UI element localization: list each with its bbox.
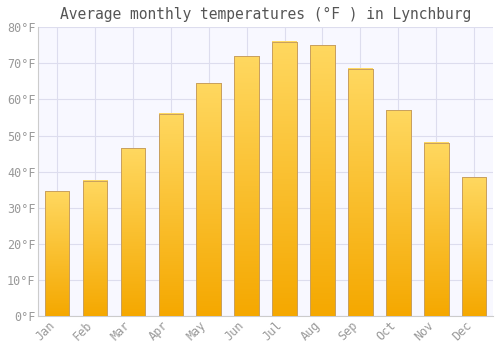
Bar (272, 42, 297, 316)
Bar (310, 46, 335, 316)
Bar (83, 181, 108, 316)
Bar (234, 56, 259, 316)
Bar (386, 110, 410, 316)
Bar (348, 69, 372, 316)
Bar (196, 83, 221, 316)
Bar (196, 83, 221, 316)
Title: Average monthly temperatures (°F ) in Lynchburg: Average monthly temperatures (°F ) in Ly… (60, 7, 472, 22)
Bar (348, 69, 372, 316)
Bar (272, 42, 297, 316)
Bar (424, 143, 448, 316)
Bar (158, 114, 183, 316)
Bar (310, 46, 335, 316)
Bar (45, 191, 70, 316)
Bar (120, 148, 146, 316)
Bar (83, 181, 108, 316)
Bar (462, 177, 486, 316)
Bar (158, 114, 183, 316)
Bar (120, 148, 146, 316)
Bar (234, 56, 259, 316)
Bar (386, 110, 410, 316)
Bar (462, 177, 486, 316)
Bar (424, 143, 448, 316)
Bar (45, 191, 70, 316)
